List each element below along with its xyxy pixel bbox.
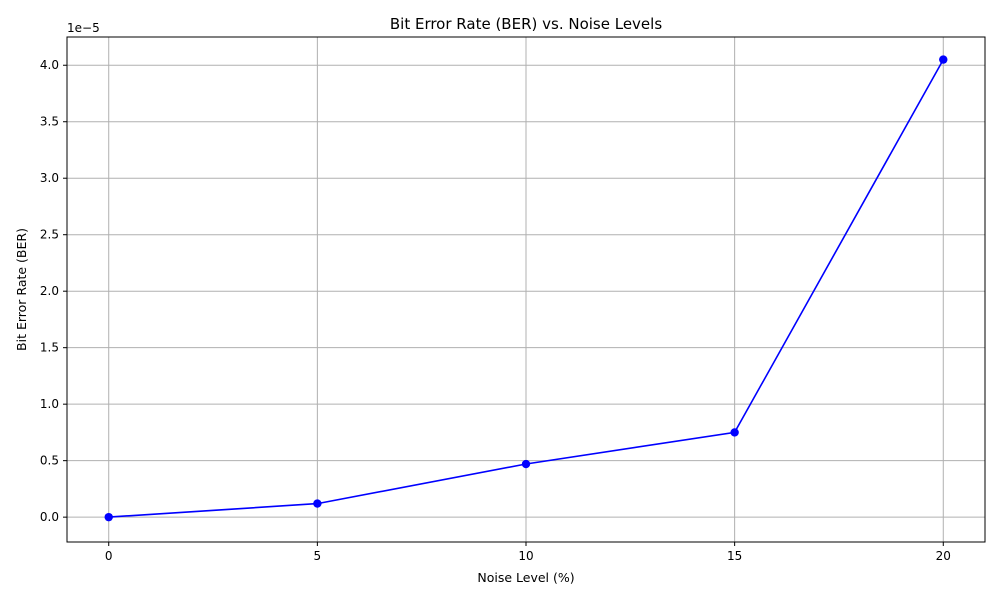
- data-point: [730, 428, 739, 437]
- data-point: [939, 55, 948, 64]
- data-point: [313, 499, 322, 508]
- y-tick-label: 1.5: [40, 341, 59, 355]
- y-tick-label: 2.0: [40, 284, 59, 298]
- x-tick-label: 20: [936, 549, 951, 563]
- y-tick-label: 3.0: [40, 171, 59, 185]
- x-tick-label: 15: [727, 549, 742, 563]
- series-layer: [104, 55, 948, 522]
- y-tick-label: 2.5: [40, 228, 59, 242]
- y-axis-label: Bit Error Rate (BER): [14, 228, 29, 351]
- y-offset-label: 1e−5: [67, 21, 100, 35]
- x-tick-label: 0: [105, 549, 113, 563]
- x-tick-label: 5: [314, 549, 322, 563]
- ticks: 0 5 10 15 20 0.0 0.5 1.0 1.5 2.0 2.5 3.0 3.5 4.0: [40, 58, 951, 563]
- chart-title: Bit Error Rate (BER) vs. Noise Levels: [390, 15, 662, 33]
- y-tick-label: 4.0: [40, 58, 59, 72]
- y-tick-label: 0.5: [40, 454, 59, 468]
- data-point: [104, 512, 113, 522]
- y-tick-label: 0.0: [40, 510, 59, 524]
- x-axis-label: Noise Level (%): [477, 570, 574, 585]
- y-tick-label: 3.5: [40, 115, 59, 129]
- data-point: [521, 459, 531, 469]
- grid: [67, 37, 985, 542]
- y-tick-label: 1.0: [40, 397, 59, 411]
- x-tick-label: 10: [518, 549, 533, 563]
